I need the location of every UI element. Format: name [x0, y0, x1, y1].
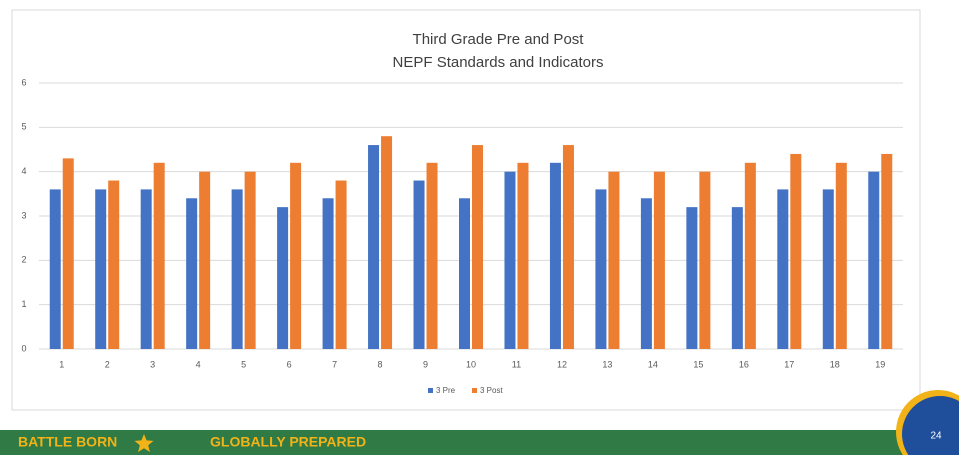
- bar: [549, 162, 561, 349]
- x-tick-label: 13: [602, 359, 612, 369]
- bar: [699, 171, 711, 349]
- chart-title: Third Grade Pre and Post: [413, 31, 585, 48]
- bar: [95, 189, 107, 349]
- x-tick-label: 16: [739, 359, 749, 369]
- y-tick-label: 4: [21, 166, 26, 176]
- x-tick-label: 9: [423, 359, 428, 369]
- x-tick-label: 18: [830, 359, 840, 369]
- bar: [62, 158, 74, 349]
- y-tick-label: 2: [21, 255, 26, 265]
- bar: [608, 171, 620, 349]
- legend-label: 3 Post: [480, 386, 503, 395]
- badge: [902, 396, 959, 460]
- y-tick-label: 6: [21, 77, 26, 87]
- bar: [186, 198, 198, 349]
- footer-bar: [0, 430, 959, 455]
- legend-swatch: [428, 388, 433, 393]
- bar: [153, 162, 165, 349]
- x-tick-label: 17: [784, 359, 794, 369]
- bar: [881, 153, 893, 349]
- bar: [368, 145, 380, 349]
- bar: [472, 145, 483, 349]
- bar: [426, 162, 438, 349]
- x-tick-label: 5: [241, 359, 246, 369]
- bar: [49, 189, 61, 349]
- bar: [686, 207, 698, 349]
- bar: [504, 171, 516, 349]
- bar: [459, 198, 470, 349]
- bar: [413, 180, 425, 349]
- x-tick-label: 2: [105, 359, 110, 369]
- chart-title: NEPF Standards and Indicators: [393, 54, 604, 71]
- x-tick-label: 19: [875, 359, 885, 369]
- bar: [562, 145, 574, 349]
- x-tick-label: 12: [557, 359, 567, 369]
- bar: [517, 162, 529, 349]
- bar: [595, 189, 607, 349]
- x-tick-label: 1: [59, 359, 64, 369]
- x-tick-label: 10: [466, 359, 476, 369]
- bar: [231, 189, 243, 349]
- x-tick-label: 15: [693, 359, 703, 369]
- bar: [140, 189, 152, 349]
- star-icon: [134, 434, 154, 452]
- y-tick-label: 5: [21, 122, 26, 132]
- y-tick-label: 3: [21, 210, 26, 220]
- bar: [277, 207, 289, 349]
- page-number: 24: [930, 431, 942, 442]
- legend-label: 3 Pre: [436, 386, 456, 395]
- x-tick-label: 14: [648, 359, 658, 369]
- bar: [822, 189, 834, 349]
- y-tick-label: 0: [21, 343, 26, 353]
- bar: [777, 189, 789, 349]
- x-tick-label: 4: [196, 359, 201, 369]
- bar: [868, 171, 880, 349]
- bar: [835, 162, 847, 349]
- x-tick-label: 8: [378, 359, 383, 369]
- x-tick-label: 7: [332, 359, 337, 369]
- legend-swatch: [472, 388, 477, 393]
- bar: [653, 171, 665, 349]
- bar: [199, 171, 211, 349]
- bar: [381, 136, 393, 349]
- y-tick-label: 1: [21, 299, 26, 309]
- bar: [244, 171, 256, 349]
- bar: [290, 162, 302, 349]
- bar: [731, 207, 743, 349]
- bar: [108, 180, 120, 349]
- footer-right: GLOBALLY PREPARED: [210, 434, 366, 450]
- x-tick-label: 3: [150, 359, 155, 369]
- footer-left: BATTLE BORN: [18, 434, 117, 450]
- x-tick-label: 11: [512, 359, 521, 369]
- bar: [640, 198, 652, 349]
- bar: [790, 153, 802, 349]
- bar: [335, 180, 347, 349]
- bar: [744, 162, 756, 349]
- bar: [322, 198, 334, 349]
- x-tick-label: 6: [287, 359, 292, 369]
